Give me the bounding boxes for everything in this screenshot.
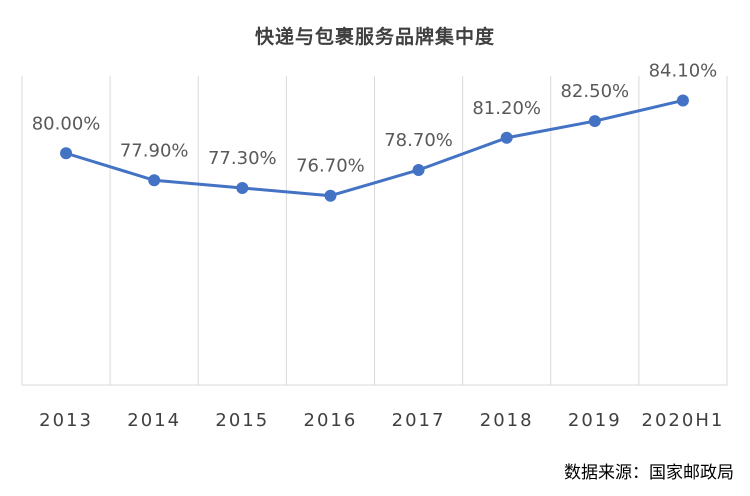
x-tick-labels: 2013 2014 2015 2016 2017 2018 2019 2020H1: [39, 410, 725, 431]
data-point: [412, 163, 425, 176]
x-tick-label: 2018: [480, 410, 534, 431]
x-tick-label: 2019: [568, 410, 622, 431]
data-label: 77.90%: [120, 140, 189, 161]
data-label: 77.30%: [208, 148, 277, 169]
grid-lines: [21, 76, 728, 385]
data-label: 81.20%: [472, 98, 541, 119]
data-point: [676, 94, 689, 107]
chart-title: 快递与包裹服务品牌集中度: [254, 26, 495, 48]
data-label: 82.50%: [560, 81, 629, 102]
data-point: [324, 189, 337, 202]
x-tick-label: 2014: [127, 410, 181, 431]
data-point: [588, 115, 601, 128]
x-tick-label: 2016: [304, 410, 358, 431]
data-label: 84.10%: [649, 60, 718, 81]
series-line: [65, 99, 684, 198]
data-point: [148, 174, 161, 187]
x-tick-label: 2017: [392, 410, 446, 431]
source-note: 数据来源：国家邮政局: [564, 463, 734, 483]
data-label: 78.70%: [384, 130, 453, 151]
data-label: 80.00%: [32, 113, 101, 134]
x-tick-label: 2020H1: [642, 410, 725, 431]
data-point: [500, 131, 513, 144]
data-point: [236, 182, 249, 195]
series-path: [65, 99, 684, 198]
data-points: [60, 94, 689, 202]
x-tick-label: 2015: [215, 410, 269, 431]
data-point: [60, 147, 73, 160]
data-label: 76.70%: [296, 156, 365, 177]
x-tick-label: 2013: [39, 410, 93, 431]
data-labels: 80.00% 77.90% 77.30% 76.70% 78.70% 81.20% 82.5…: [32, 60, 718, 176]
